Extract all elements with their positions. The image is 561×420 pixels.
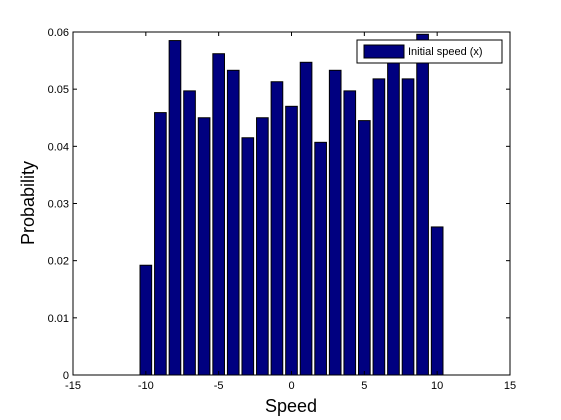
bar [139,264,153,376]
bar [241,137,255,376]
bar [358,120,371,376]
x-tick-label: 15 [504,380,516,392]
x-axis-title: Speed [265,396,317,416]
bar [256,117,269,376]
legend-swatch [363,44,405,59]
y-tick-label: 0.03 [48,199,69,211]
bar [285,105,298,376]
x-tick-label: 0 [288,380,294,392]
y-tick-label: 0.06 [48,27,69,39]
bar [270,81,284,376]
x-tick-label: -10 [138,380,154,392]
legend-label: Initial speed (x) [408,46,483,58]
bar [372,78,386,376]
bar [314,141,327,376]
bar [183,90,196,376]
plot-frame [72,31,511,376]
ticks-group: -15 -10 -5 0 5 10 15 0 0.01 0.02 0.03 0.04 0.05 0.06 [48,27,517,392]
bar [197,117,211,376]
y-tick-label: 0.05 [48,84,69,96]
y-tick-label: 0.04 [48,141,69,153]
bar [387,55,400,376]
bar [299,61,313,376]
x-tick-label: 5 [361,380,367,392]
bar [226,69,240,376]
bar [328,69,342,376]
bar [154,112,167,376]
x-tick-label: 10 [431,380,443,392]
y-axis-title: Probability [18,161,38,245]
bar [416,33,429,376]
x-tick-label: -5 [214,380,224,392]
y-tick-label: 0 [63,370,69,382]
bar [212,53,225,376]
y-tick-label: 0.01 [48,313,69,325]
bar [343,90,357,376]
y-tick-label: 0.02 [48,256,69,268]
legend: Initial speed (x) [356,39,503,64]
x-tick-label: -15 [65,380,81,392]
bar [168,40,182,376]
bar [401,78,415,376]
bar [430,226,444,376]
